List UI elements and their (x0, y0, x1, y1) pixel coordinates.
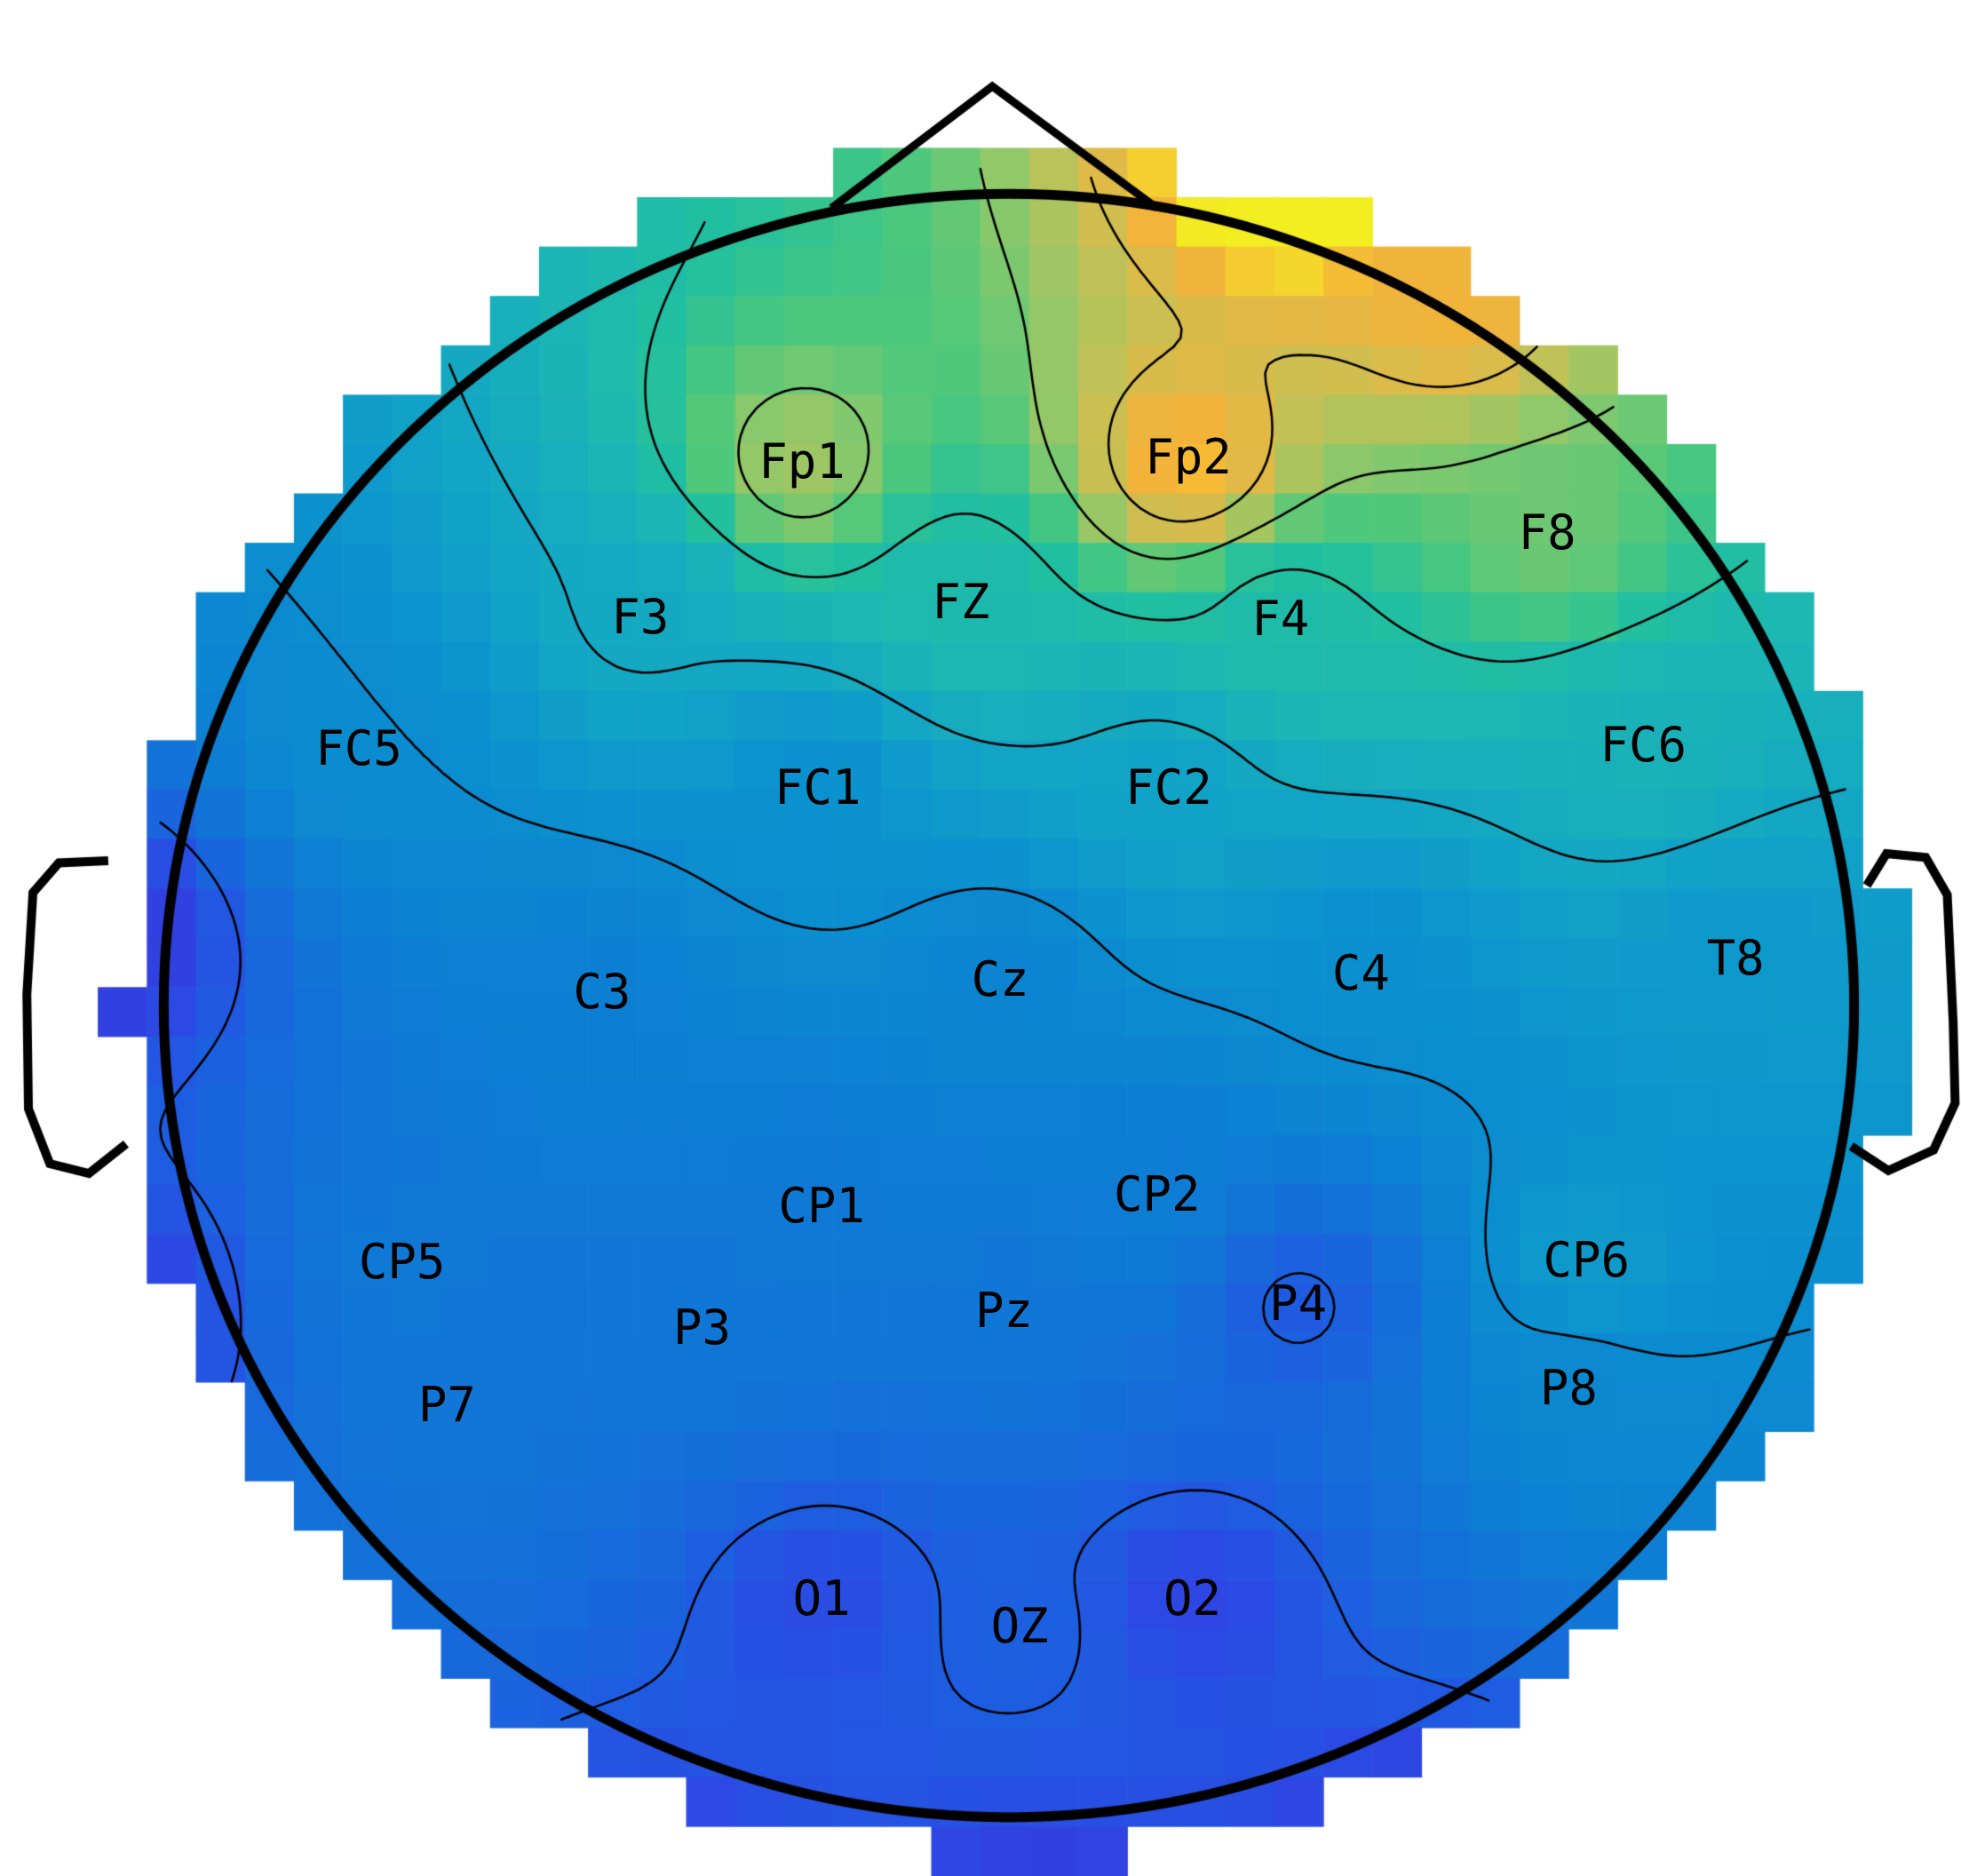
eeg-topomap-figure: Fp1 Fp2 F8 F3 FZ F4 FC5 FC1 FC2 FC6 C3 Cz C4 T8 CP1 CP2… (0, 0, 1961, 1876)
topomap-heatmap-canvas (0, 0, 1961, 1876)
